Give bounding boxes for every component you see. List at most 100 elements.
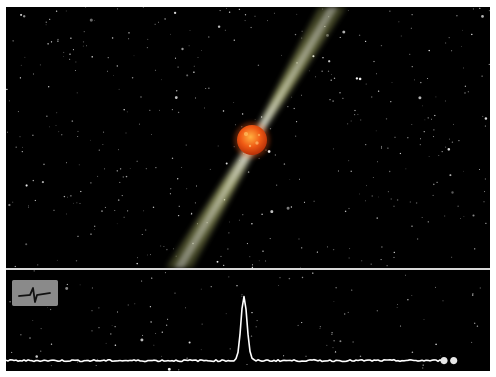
star-dot bbox=[385, 118, 388, 120]
star-dot bbox=[32, 134, 34, 136]
star-dot bbox=[485, 222, 487, 225]
star-dot bbox=[114, 344, 117, 346]
star-dot bbox=[171, 109, 173, 111]
star-dot bbox=[435, 343, 437, 346]
star-dot bbox=[376, 310, 378, 312]
star-dot bbox=[143, 210, 145, 212]
star-dot bbox=[235, 124, 236, 126]
beam-lower bbox=[166, 140, 258, 268]
star-dot bbox=[394, 136, 396, 138]
star-dot bbox=[170, 188, 172, 190]
star-dot bbox=[70, 195, 72, 197]
star-dot bbox=[228, 232, 230, 234]
star-dot bbox=[6, 131, 9, 133]
star-dot bbox=[228, 11, 231, 13]
star-dot bbox=[411, 66, 413, 68]
star-dot bbox=[380, 259, 382, 261]
star-dot bbox=[98, 307, 100, 309]
star-dot bbox=[128, 38, 130, 40]
star-dot bbox=[152, 206, 155, 208]
star-dot bbox=[217, 145, 219, 147]
star-dot bbox=[326, 246, 328, 248]
star-dot bbox=[25, 184, 28, 187]
star-dot bbox=[432, 136, 435, 138]
star-dot bbox=[251, 264, 254, 266]
star-dot bbox=[45, 24, 47, 26]
star-dot bbox=[220, 255, 222, 257]
star-dot bbox=[101, 210, 103, 212]
star-dot bbox=[444, 100, 446, 102]
star-dot bbox=[71, 120, 74, 122]
star-dot bbox=[133, 55, 135, 57]
star-dot bbox=[456, 15, 458, 17]
star-dot bbox=[416, 238, 419, 240]
star-dot bbox=[160, 79, 162, 81]
star-dot bbox=[365, 200, 366, 202]
star-dot bbox=[77, 136, 79, 137]
star-dot bbox=[114, 326, 116, 328]
star-dot bbox=[53, 209, 55, 211]
star-dot bbox=[424, 119, 426, 121]
star-dot bbox=[178, 205, 180, 207]
star-dot bbox=[312, 272, 314, 274]
star-dot bbox=[166, 324, 168, 326]
star-dot bbox=[262, 250, 264, 252]
star-dot bbox=[200, 349, 202, 351]
star-dot bbox=[19, 136, 21, 138]
star-dot bbox=[419, 144, 421, 146]
star-dot bbox=[236, 285, 238, 287]
star-dot bbox=[396, 199, 399, 201]
star-dot bbox=[82, 45, 84, 47]
star-dot bbox=[393, 205, 395, 207]
star-dot bbox=[77, 130, 79, 132]
star-dot bbox=[55, 125, 57, 126]
star-dot bbox=[161, 331, 163, 333]
star-dot bbox=[14, 265, 16, 268]
star-dot bbox=[440, 355, 441, 357]
star-dot bbox=[17, 111, 19, 113]
star-dot bbox=[111, 325, 113, 326]
star-dot bbox=[448, 138, 450, 140]
star-dot bbox=[359, 193, 360, 195]
star-dot bbox=[286, 206, 290, 210]
star-dot bbox=[251, 223, 253, 225]
star-dot bbox=[411, 351, 414, 353]
star-dot bbox=[196, 185, 197, 187]
star-dot bbox=[127, 210, 129, 212]
star-dot bbox=[63, 51, 65, 53]
star-dot bbox=[90, 233, 92, 235]
star-dot bbox=[164, 272, 166, 274]
star-dot bbox=[352, 341, 354, 343]
star-dot bbox=[390, 198, 392, 200]
star-dot bbox=[75, 61, 77, 63]
signal-panel bbox=[6, 270, 490, 371]
star-dot bbox=[96, 358, 98, 360]
star-dot bbox=[171, 157, 174, 159]
star-dot bbox=[116, 311, 119, 313]
star-dot bbox=[387, 191, 389, 193]
star-dot bbox=[388, 170, 391, 173]
star-dot bbox=[445, 42, 447, 44]
star-dot bbox=[373, 60, 375, 63]
star-dot bbox=[257, 64, 260, 66]
star-dot bbox=[118, 88, 120, 90]
star-dot bbox=[344, 313, 346, 315]
star-dot bbox=[377, 90, 380, 92]
star-dot bbox=[90, 182, 92, 184]
star-dot bbox=[188, 45, 190, 47]
star-dot bbox=[377, 161, 378, 163]
star-dot bbox=[333, 340, 335, 342]
star-dot bbox=[479, 287, 481, 289]
star-dot bbox=[438, 154, 440, 156]
star-dot bbox=[63, 56, 64, 57]
star-dot bbox=[83, 31, 85, 33]
star-dot bbox=[467, 91, 469, 93]
signal-indicator bbox=[12, 280, 58, 306]
star-dot bbox=[327, 70, 330, 72]
star-dot bbox=[50, 41, 53, 43]
star-dot bbox=[380, 147, 383, 149]
star-dot bbox=[76, 92, 78, 94]
star-dot bbox=[410, 27, 412, 29]
star-dot bbox=[347, 10, 349, 11]
star-dot bbox=[261, 213, 263, 216]
